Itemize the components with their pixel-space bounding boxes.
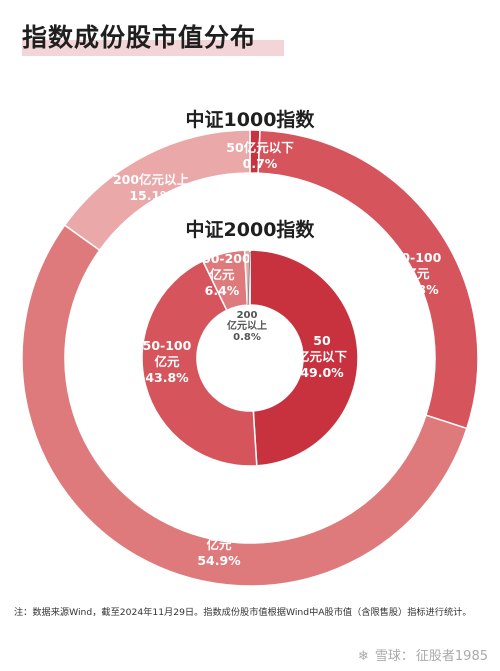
label-csi1000-1: 50-100 亿元 29.3% [393,250,442,297]
slice-csi2000-0 [249,249,359,467]
slice-labels: 50亿元以下 0.7% 50-100 亿元 29.3% 100-200 亿元 54.9% 200… [113,140,442,568]
label-csi1000-3: 200亿元以上 15.1% [113,172,190,203]
watermark: ❄ 雪球： 征股者1985 [357,649,488,664]
slice-csi2000-1 [141,259,258,467]
outer-chart-title: 中证1000指数 [186,108,316,131]
label-csi2000-2: 100-200 亿元 6.4% [193,251,251,298]
leader-line [247,251,251,306]
title-wrap: 指数成份股市值分布 [22,18,284,56]
title-highlight [22,40,284,56]
watermark-user: 征股者1985 [415,649,488,664]
label-csi1000-0: 50亿元以下 0.7% [226,140,294,171]
label-csi1000-2: 100-200 亿元 54.9% [190,521,248,568]
label-csi2000-1: 50-100 亿元 43.8% [143,338,192,385]
label-csi2000-0: 50 亿元以下 49.0% [297,333,348,380]
inner-ring-csi2000 [141,249,359,467]
footnote: 注：数据来源Wind，截至2024年11月29日。指数成份股市值根据Wind中A… [14,607,472,618]
outer-ring-csi1000 [21,129,479,587]
slice-csi1000-2 [21,224,468,587]
slice-csi1000-3 [63,129,251,252]
inner-chart-title: 中证2000指数 [186,218,316,241]
page-title: 指数成份股市值分布 [22,23,257,52]
label-csi2000-3: 200 亿元以上 0.8% [227,310,267,343]
watermark-brand: 雪球 [374,649,401,664]
